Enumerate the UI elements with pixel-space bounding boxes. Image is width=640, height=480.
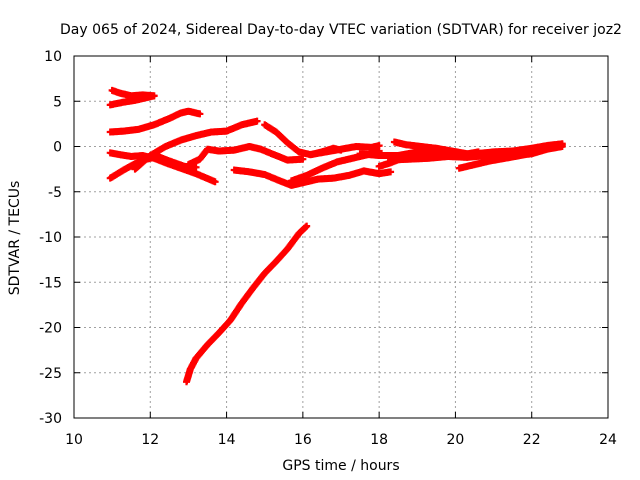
data-point-marker [150,92,158,100]
x-tick-label: 24 [599,432,617,448]
grid-lines [74,56,608,418]
series-arc-b [106,92,158,109]
data-point-marker [196,110,204,118]
x-tick-label: 16 [294,432,312,448]
series-arc-f [131,117,261,173]
x-axis-label: GPS time / hours [282,458,399,474]
series-arc-r [183,222,311,386]
x-tick-label: 12 [141,432,159,448]
data-point-marker [253,117,261,125]
x-tick-label: 14 [218,432,236,448]
data-point-marker [303,222,311,230]
data-point-marker [375,142,383,150]
y-tick-label: 5 [53,94,62,110]
series-arc-g [184,143,307,169]
series-arc-k [306,142,383,159]
data-series [106,86,566,386]
y-axis-label: SDTVAR / TECUs [7,181,23,296]
series-arc-c [106,107,204,136]
y-tick-label: -25 [39,366,62,382]
x-tick-label: 10 [65,432,83,448]
series-arc-q [432,140,566,159]
chart-title: Day 065 of 2024, Sidereal Day-to-day VTE… [60,22,622,38]
series-arc-h [230,166,395,189]
y-tick-label: -10 [39,230,62,246]
data-point-marker [211,178,219,186]
data-point-marker [558,140,566,148]
axis-ticks: 10 12 14 16 18 20 22 24 10 5 0 -5 -10 -15 -20 -25 -30 [39,49,617,448]
y-tick-label: -5 [48,185,62,201]
y-tick-label: -15 [39,275,62,291]
data-point-marker [299,155,307,163]
y-tick-label: 10 [44,49,62,65]
data-point-marker [387,168,395,176]
data-point-marker [192,163,200,171]
y-tick-label: 0 [53,140,62,156]
x-tick-label: 22 [523,432,541,448]
y-tick-label: -20 [39,321,62,337]
x-tick-label: 18 [370,432,388,448]
y-tick-label: -30 [39,411,62,427]
x-tick-label: 20 [447,432,465,448]
